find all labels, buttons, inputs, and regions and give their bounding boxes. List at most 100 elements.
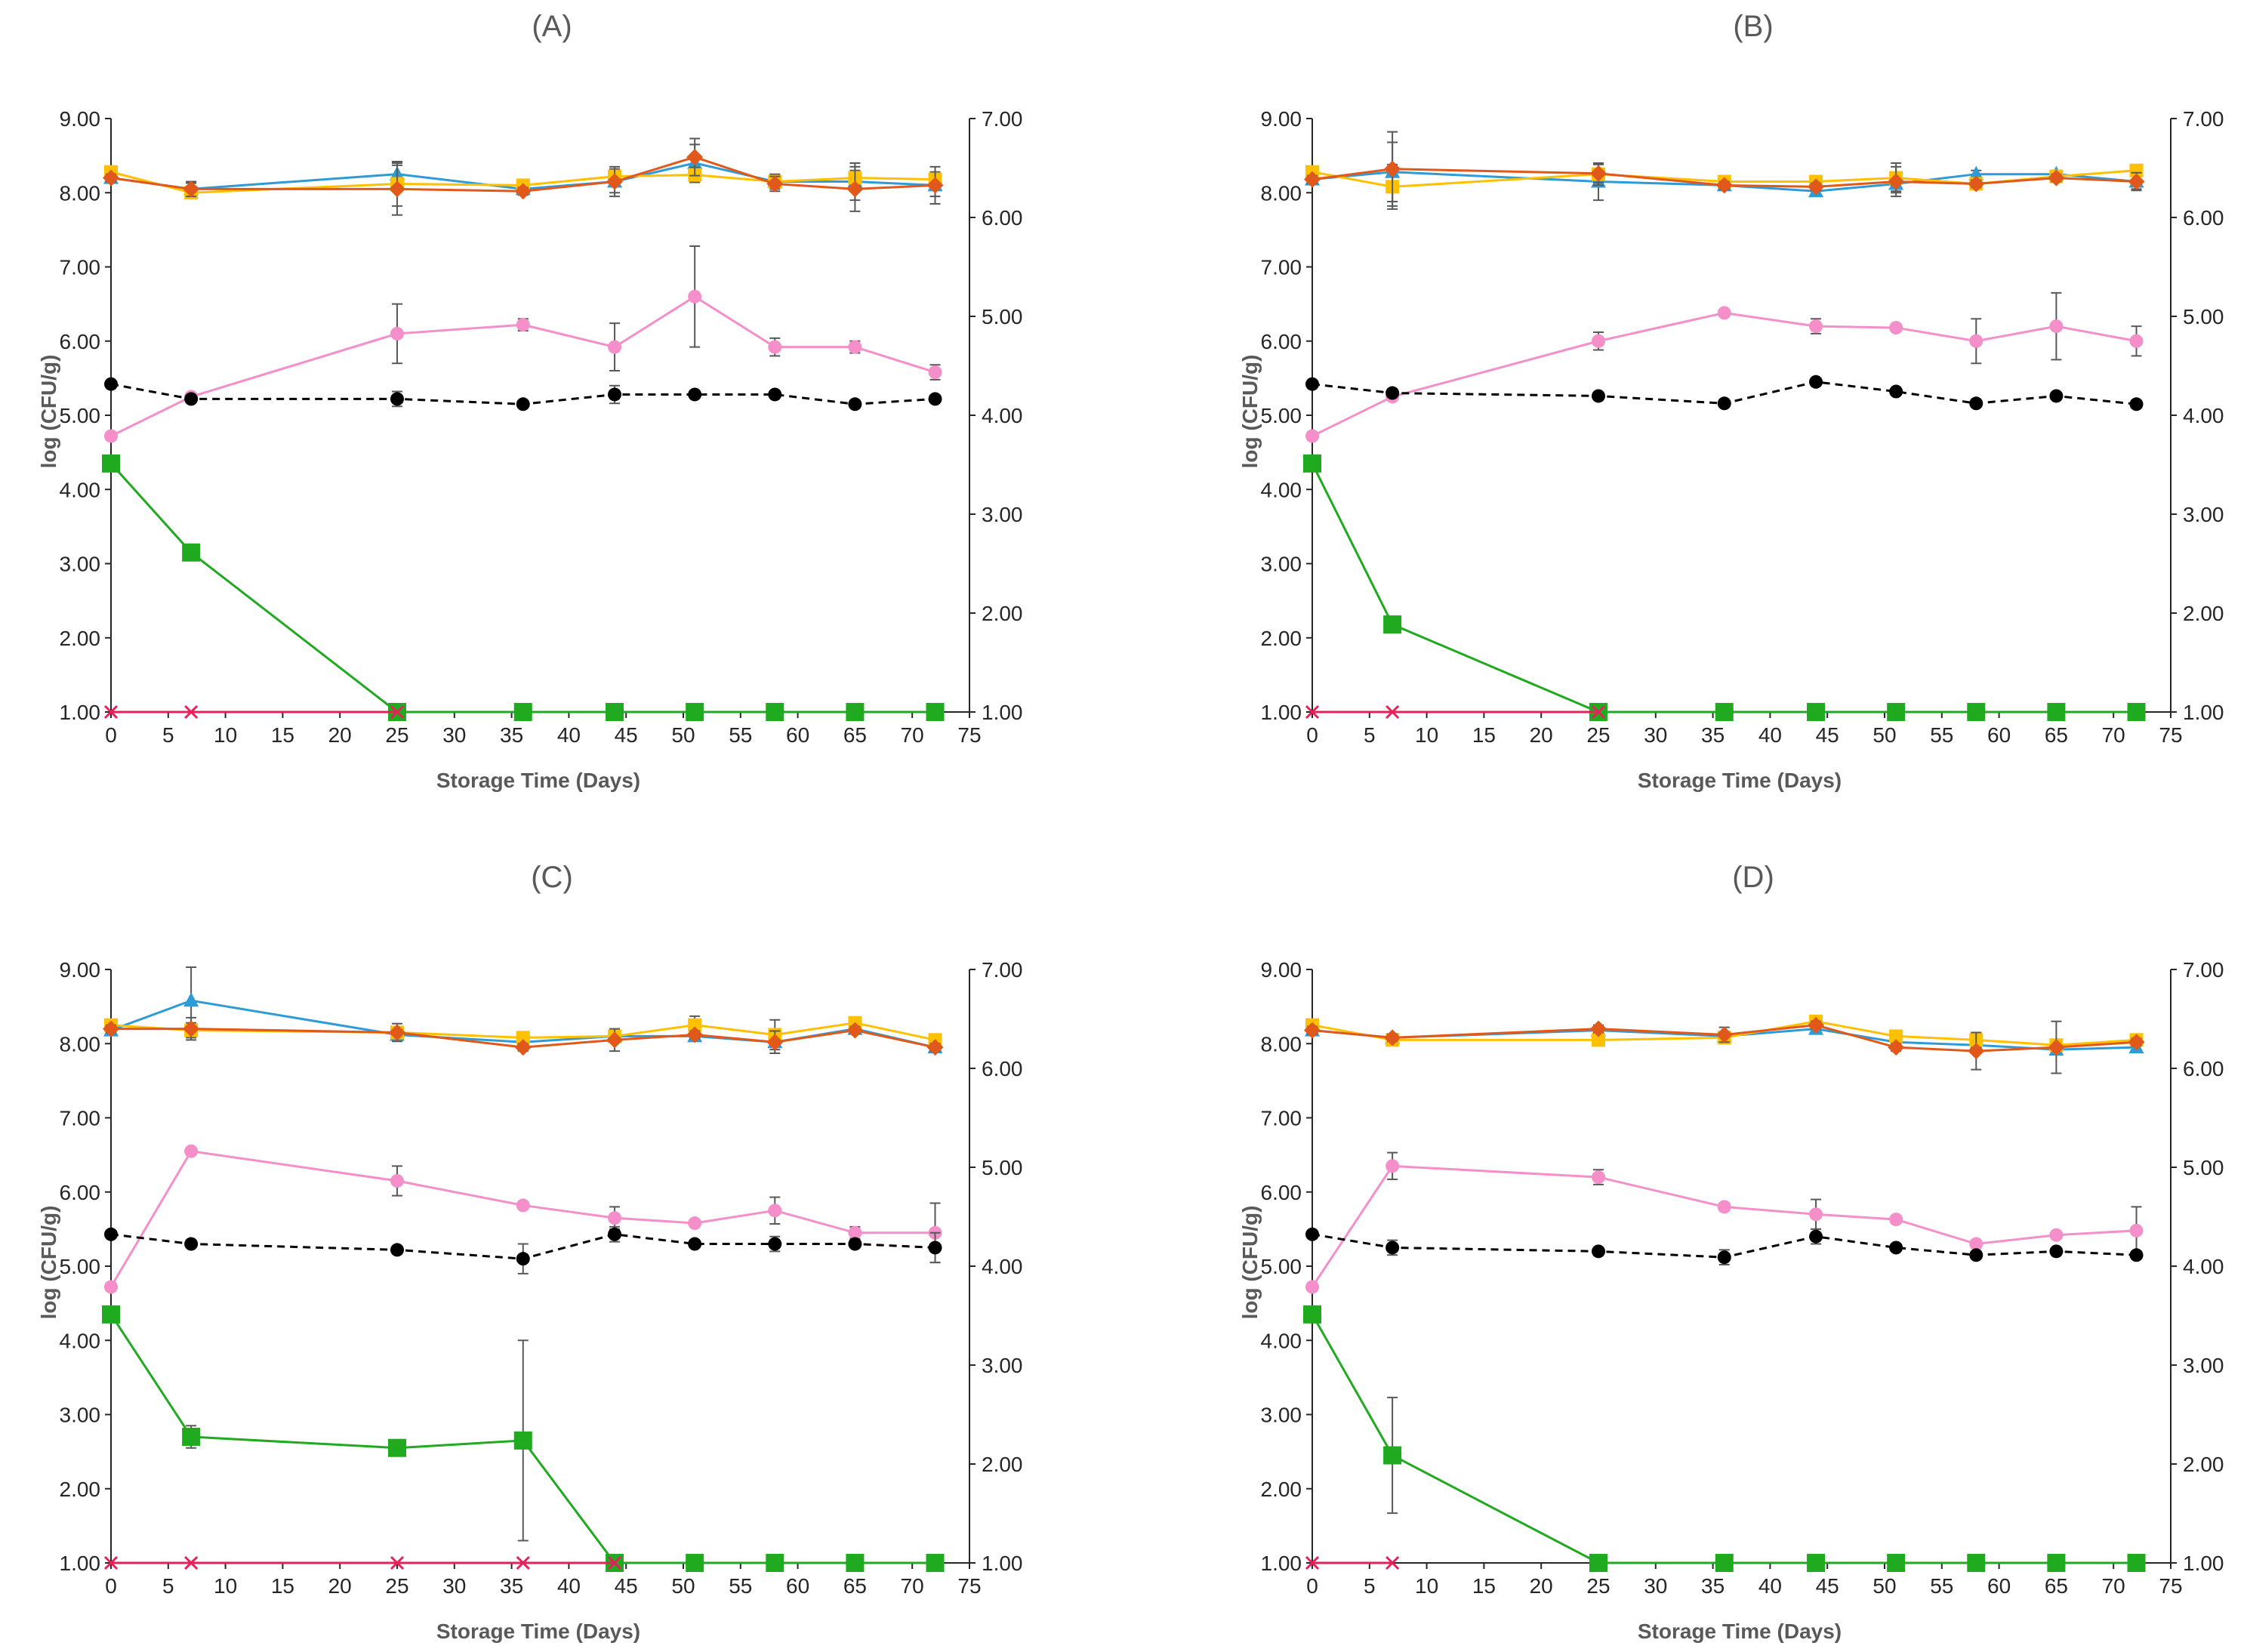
data-marker xyxy=(1590,1020,1607,1037)
data-marker xyxy=(2129,334,2144,348)
x-tick-label: 40 xyxy=(1758,723,1782,747)
y-tick-label: 1.00 xyxy=(1261,701,1302,724)
data-marker xyxy=(516,397,530,411)
data-marker xyxy=(1967,1554,1986,1572)
y-tick-label: 2.00 xyxy=(60,1478,101,1501)
series-series-4 xyxy=(1305,291,2144,443)
y2-tick-label: 3.00 xyxy=(982,1354,1023,1377)
x-tick-label: 10 xyxy=(214,723,237,747)
y2-tick-label: 4.00 xyxy=(2183,404,2224,427)
data-marker xyxy=(688,289,702,304)
x-tick-label: 55 xyxy=(1930,723,1953,747)
data-marker xyxy=(1305,704,1320,720)
y-tick-label: 5.00 xyxy=(60,1255,101,1278)
data-marker xyxy=(1717,306,1731,320)
data-marker xyxy=(1385,704,1400,720)
y-tick-label: 7.00 xyxy=(60,1107,101,1130)
x-tick-label: 35 xyxy=(1701,1574,1725,1598)
y-tick-label: 3.00 xyxy=(1261,1404,1302,1427)
y2-tick-label: 7.00 xyxy=(2183,107,2224,131)
data-marker xyxy=(848,340,862,354)
x-tick-label: 70 xyxy=(901,723,924,747)
y2-tick-label: 1.00 xyxy=(982,1552,1023,1575)
series-line xyxy=(1311,1314,2137,1564)
data-marker xyxy=(608,1227,622,1241)
series-series-5 xyxy=(104,377,942,411)
series-series-3 xyxy=(103,137,944,216)
x-tick-label: 10 xyxy=(1415,1574,1438,1598)
data-marker xyxy=(606,173,624,190)
data-marker xyxy=(928,365,942,380)
data-marker xyxy=(1589,1554,1607,1572)
data-marker xyxy=(1383,1446,1402,1465)
y2-tick-label: 6.00 xyxy=(2183,1057,2224,1080)
data-marker xyxy=(390,704,405,720)
y-tick-label: 9.00 xyxy=(60,107,101,131)
y2-tick-label: 4.00 xyxy=(2183,1255,2224,1278)
y2-tick-label: 7.00 xyxy=(982,107,1023,131)
y2-tick-label: 7.00 xyxy=(2183,958,2224,982)
data-marker xyxy=(2127,1554,2146,1572)
data-marker xyxy=(1385,386,1400,400)
data-marker xyxy=(1889,1029,1903,1043)
y2-tick-label: 2.00 xyxy=(982,602,1023,625)
y-tick-label: 1.00 xyxy=(60,1552,101,1575)
x-tick-label: 20 xyxy=(1530,1574,1553,1598)
data-marker xyxy=(766,175,784,193)
data-marker xyxy=(2049,1228,2064,1242)
x-tick-label: 50 xyxy=(671,1574,695,1598)
y2-tick-label: 3.00 xyxy=(2183,503,2224,526)
y2-tick-label: 5.00 xyxy=(982,1156,1023,1179)
x-tick-label: 5 xyxy=(1364,723,1376,747)
y-tick-label: 2.00 xyxy=(1261,627,1302,650)
data-marker xyxy=(516,1555,530,1570)
data-marker xyxy=(686,149,704,166)
x-tick-label: 30 xyxy=(1644,1574,1667,1598)
y-tick-label: 4.00 xyxy=(1261,478,1302,501)
x-tick-label: 20 xyxy=(328,723,352,747)
data-marker xyxy=(390,392,404,406)
data-marker xyxy=(1305,377,1319,391)
data-marker xyxy=(1304,171,1321,188)
x-tick-label: 70 xyxy=(901,1574,924,1598)
series-series-6 xyxy=(1303,1305,2146,1572)
x-tick-label: 15 xyxy=(1472,1574,1496,1598)
data-marker xyxy=(103,1020,119,1037)
data-marker xyxy=(2128,173,2145,190)
data-marker xyxy=(768,340,782,354)
y2-tick-label: 4.00 xyxy=(982,404,1023,427)
data-marker xyxy=(926,1554,945,1572)
x-tick-label: 40 xyxy=(557,723,581,747)
y2-tick-label: 2.00 xyxy=(982,1453,1023,1476)
data-marker xyxy=(183,1020,200,1037)
data-marker xyxy=(2129,163,2144,177)
data-marker xyxy=(1384,160,1401,177)
data-marker xyxy=(1592,1244,1605,1259)
data-marker xyxy=(388,1438,406,1457)
y-axis-title: log (CFU/g) xyxy=(37,355,60,469)
data-marker xyxy=(686,703,704,721)
data-marker xyxy=(2048,169,2065,186)
data-marker xyxy=(768,1237,782,1251)
x-tick-label: 40 xyxy=(557,1574,581,1598)
y-tick-label: 6.00 xyxy=(60,1181,101,1204)
panel-title: (D) xyxy=(1732,861,1774,894)
y-tick-label: 5.00 xyxy=(1261,1255,1302,1278)
y2-tick-label: 1.00 xyxy=(2183,701,2224,724)
y2-tick-label: 1.00 xyxy=(982,701,1023,724)
series-line xyxy=(109,462,935,714)
data-marker xyxy=(1717,1250,1731,1265)
data-marker xyxy=(688,1237,702,1251)
y2-tick-label: 7.00 xyxy=(982,958,1023,982)
data-marker xyxy=(688,1018,702,1032)
data-marker xyxy=(390,1555,405,1570)
data-marker xyxy=(1591,704,1606,720)
y2-tick-label: 5.00 xyxy=(2183,305,2224,328)
x-tick-label: 65 xyxy=(843,723,867,747)
series-series-3 xyxy=(103,1016,944,1056)
data-marker xyxy=(1968,165,1984,180)
y2-tick-label: 6.00 xyxy=(982,206,1023,230)
data-marker xyxy=(1385,1241,1400,1255)
data-marker xyxy=(104,1280,118,1294)
x-tick-label: 75 xyxy=(957,1574,981,1598)
